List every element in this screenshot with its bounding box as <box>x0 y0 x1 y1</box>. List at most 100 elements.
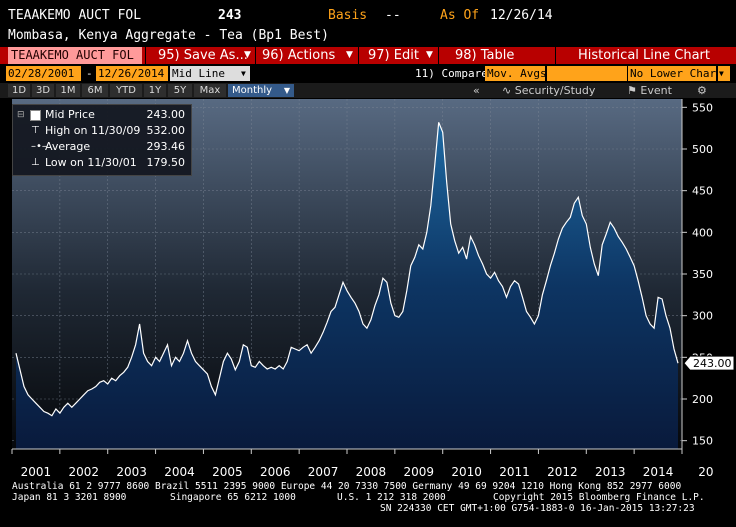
period-1d-button[interactable]: 1D <box>8 84 30 97</box>
lower-chart-dropdown-icon[interactable]: ▼ <box>718 66 730 81</box>
footer-session: SN 224330 CET GMT+1:00 G754-1883-0 16-Ja… <box>380 503 695 514</box>
start-date-field[interactable]: 02/28/2001 <box>6 66 81 81</box>
x-tick-label: 2010 <box>451 465 482 479</box>
collapse-legend-icon[interactable]: ⊟ <box>17 110 25 120</box>
legend-low-value: 179.50 <box>146 156 186 169</box>
chart-legend[interactable]: ⊟ Mid Price 243.00 ⊤ High on 11/30/09 53… <box>12 104 192 176</box>
x-tick-label: 20 <box>698 465 713 479</box>
last-value-marker: 243.00 <box>683 355 735 371</box>
compare-select[interactable]: Mov. Avgs <box>485 66 547 81</box>
frequency-select[interactable]: Monthly ▼ <box>228 84 294 97</box>
footer-singapore: Singapore 65 6212 1000 <box>170 492 296 503</box>
y-tick-label: 400 <box>692 226 713 239</box>
legend-average-label: Average <box>45 140 91 153</box>
legend-row-low: ⊥ Low on 11/30/01 179.50 <box>13 156 191 170</box>
period-1y-button[interactable]: 1Y <box>144 84 166 97</box>
price-chart: 150200250300350400450500550243.00 200120… <box>11 99 735 479</box>
lower-chart-select[interactable]: No Lower Char <box>628 66 717 81</box>
security-study-button[interactable]: ∿ Security/Study <box>502 84 596 97</box>
legend-mid-label: Mid Price <box>45 108 95 121</box>
mid-price-swatch-icon[interactable] <box>30 110 41 121</box>
date-range-row: 02/28/2001 - 12/26/2014 Mid Line ▼ 11) C… <box>0 66 736 82</box>
event-button[interactable]: ⚑ Event <box>627 84 672 97</box>
security-header: TEAAKEMO AUCT FOL 243 Basis -- As Of 12/… <box>0 0 736 26</box>
last-value-box <box>683 355 735 371</box>
legend-mid-value: 243.00 <box>146 108 186 121</box>
frequency-dropdown-icon: ▼ <box>283 86 290 95</box>
period-6m-button[interactable]: 6M <box>82 84 108 97</box>
price-area <box>16 122 678 450</box>
edit-dropdown-icon[interactable]: ▼ <box>426 50 433 60</box>
y-tick-label: 550 <box>692 101 713 114</box>
y-tick-label: 350 <box>692 268 713 281</box>
date-dash: - <box>86 67 93 80</box>
x-tick-label: 2001 <box>21 465 52 479</box>
x-tick-label: 2011 <box>499 465 530 479</box>
legend-row-average: –•– Average 293.46 <box>13 140 191 154</box>
table-button[interactable]: 98) Table <box>455 48 515 63</box>
save-dropdown-icon[interactable]: ▼ <box>244 50 251 60</box>
ticker-input[interactable]: TEAAKEMO AUCT FOL <box>8 47 142 64</box>
x-tick-label: 2006 <box>260 465 291 479</box>
y-tick-label: 300 <box>692 310 713 323</box>
field-dropdown-icon[interactable]: ▼ <box>240 66 250 81</box>
x-tick-label: 2007 <box>308 465 339 479</box>
actions-dropdown-icon[interactable]: ▼ <box>346 50 353 60</box>
x-axis: 2001 2002 2003 2004 2005 2006 2007 2008 2009 2010… <box>11 448 714 479</box>
x-tick-label: 2008 <box>356 465 387 479</box>
y-tick-label: 500 <box>692 143 713 156</box>
y-tick-label: 450 <box>692 185 713 198</box>
x-tick-label: 2014 <box>643 465 674 479</box>
period-max-button[interactable]: Max <box>194 84 226 97</box>
x-tick-label: 2003 <box>116 465 147 479</box>
price-line <box>15 122 679 417</box>
average-marker-icon: –•– <box>31 141 47 152</box>
x-tick-label: 2002 <box>69 465 100 479</box>
legend-row-mid: ⊟ Mid Price 243.00 <box>13 108 191 122</box>
edit-button[interactable]: 97) Edit <box>368 48 419 63</box>
footer-contacts-1: Australia 61 2 9777 8600 Brazil 5511 239… <box>12 481 682 492</box>
y-tick-label: 200 <box>692 393 713 406</box>
period-toolbar: 1D 3D 1M 6M YTD 1Y 5Y Max Monthly ▼ « ∿ … <box>0 83 736 98</box>
low-marker-icon: ⊥ <box>31 157 40 168</box>
asof-value: 12/26/14 <box>490 8 553 23</box>
footer: Australia 61 2 9777 8600 Brazil 5511 239… <box>0 481 736 527</box>
security-description: Mombasa, Kenya Aggregate - Tea (Bp1 Best… <box>8 28 329 43</box>
period-ytd-button[interactable]: YTD <box>110 84 142 97</box>
legend-high-value: 532.00 <box>146 124 186 137</box>
study-icon: ∿ <box>502 84 512 97</box>
y-axis: 150200250300350400450500550243.00 <box>681 99 735 449</box>
save-as-button[interactable]: 95) Save As... <box>158 48 248 63</box>
last-value-label: 243.00 <box>693 357 732 370</box>
x-tick-label: 2012 <box>547 465 578 479</box>
ticker-name: TEAAKEMO AUCT FOL <box>8 8 142 23</box>
event-icon: ⚑ <box>627 84 637 97</box>
compare-extra-field[interactable] <box>547 66 627 81</box>
last-price: 243 <box>218 8 242 23</box>
period-1m-button[interactable]: 1M <box>56 84 80 97</box>
high-marker-icon: ⊤ <box>31 125 40 136</box>
period-5y-button[interactable]: 5Y <box>168 84 192 97</box>
x-tick-label: 2013 <box>595 465 626 479</box>
footer-copyright: Copyright 2015 Bloomberg Finance L.P. <box>493 492 705 503</box>
field-select[interactable]: Mid Line <box>170 66 240 81</box>
settings-icon[interactable]: ⚙ <box>697 84 707 97</box>
actions-button[interactable]: 96) Actions <box>262 48 336 63</box>
compare-label: 11) Compare <box>415 67 488 80</box>
footer-japan: Japan 81 3 3201 8900 <box>12 492 127 503</box>
y-tick-label: 150 <box>692 435 713 448</box>
x-tick-label: 2004 <box>164 465 195 479</box>
legend-row-high: ⊤ High on 11/30/09 532.00 <box>13 124 191 138</box>
end-date-field[interactable]: 12/26/2014 <box>96 66 168 81</box>
legend-high-label: High on 11/30/09 <box>45 124 141 137</box>
basis-label: Basis <box>328 8 368 23</box>
footer-us: U.S. 1 212 318 2000 <box>337 492 446 503</box>
menu-bar: TEAAKEMO AUCT FOL 95) Save As... ▼ 96) A… <box>0 47 736 64</box>
chart-title: Historical Line Chart <box>578 48 710 63</box>
period-3d-button[interactable]: 3D <box>32 84 54 97</box>
legend-average-value: 293.46 <box>146 140 186 153</box>
x-tick-label: 2009 <box>404 465 435 479</box>
collapse-button[interactable]: « <box>473 84 480 97</box>
legend-low-label: Low on 11/30/01 <box>45 156 137 169</box>
asof-label: As Of <box>440 8 480 23</box>
